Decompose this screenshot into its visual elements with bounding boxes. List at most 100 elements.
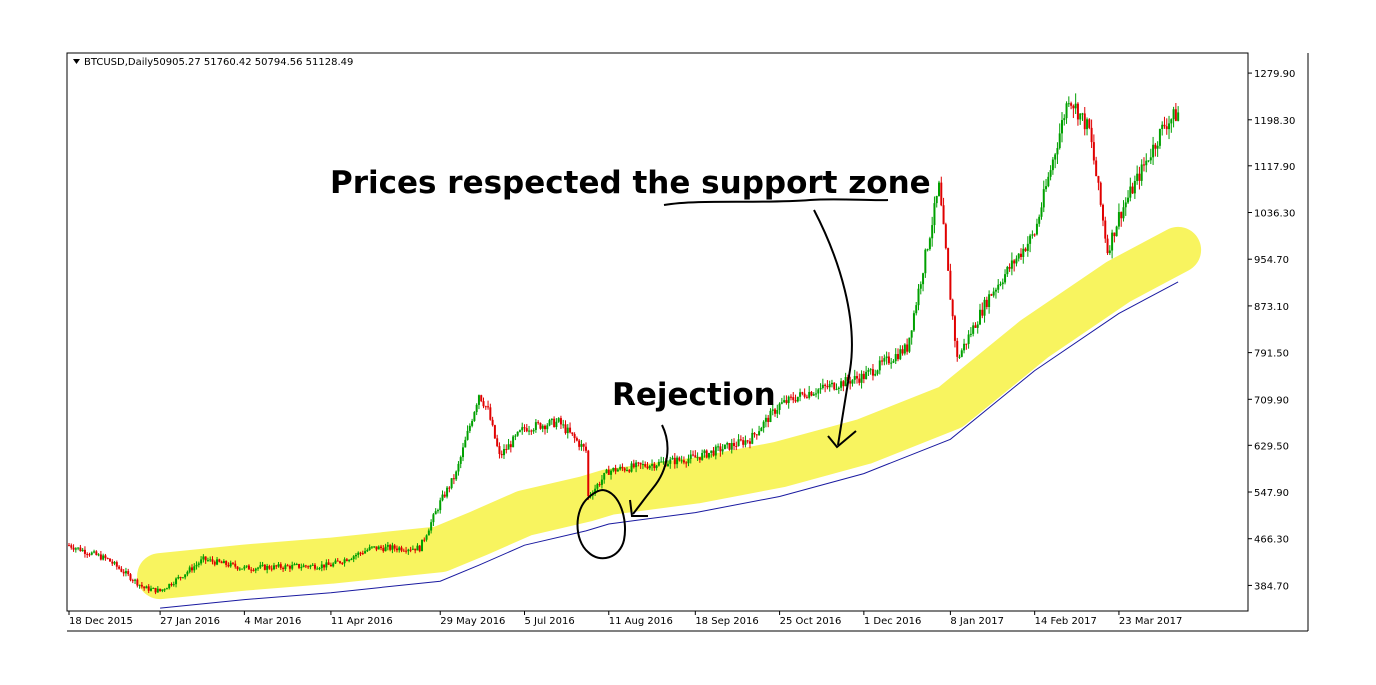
candle-body: [364, 551, 367, 554]
dropdown-triangle-icon[interactable]: [73, 59, 80, 64]
candle-body: [762, 421, 765, 429]
candle-body: [639, 462, 642, 465]
candle-body: [391, 545, 394, 550]
candle-body: [853, 376, 856, 380]
candle-body: [815, 393, 818, 395]
candle-body: [933, 203, 936, 226]
candle-body: [343, 559, 346, 564]
candle-body: [1108, 250, 1111, 254]
candle-body: [573, 434, 576, 439]
candle-body: [382, 548, 385, 552]
candle-body: [300, 567, 303, 569]
candle-body: [320, 564, 323, 569]
candle-body: [767, 417, 770, 423]
candle-body: [539, 423, 542, 429]
candle-body: [286, 565, 289, 567]
candle-body: [557, 418, 560, 422]
candle-body: [938, 182, 941, 196]
candle-body: [68, 545, 70, 547]
candle-body: [578, 440, 581, 447]
candle-body: [685, 462, 688, 464]
candle-body: [143, 586, 146, 589]
x-tick-label: 27 Jan 2016: [160, 616, 220, 627]
candle-body: [651, 464, 654, 466]
candle-body: [824, 384, 827, 387]
candle-body: [826, 386, 829, 388]
candle-body: [161, 589, 164, 592]
candle-body: [152, 587, 155, 589]
candle-body: [949, 270, 952, 300]
candle-body: [780, 402, 783, 404]
y-tick-label: 384.70: [1254, 581, 1289, 592]
candle-body: [965, 343, 968, 345]
candle-body: [958, 356, 961, 358]
candle-body: [974, 325, 977, 328]
candle-body: [794, 400, 797, 402]
candle-body: [222, 561, 225, 564]
candle-body: [603, 472, 606, 480]
candle-body: [332, 563, 335, 567]
y-tick-label: 709.90: [1254, 395, 1289, 406]
candle-body: [596, 484, 599, 489]
candle-body: [339, 561, 342, 563]
candle-body: [186, 571, 189, 575]
candle-body: [1017, 253, 1020, 259]
candle-body: [122, 571, 125, 574]
support-annotation-text: Prices respected the support zone: [330, 165, 931, 201]
candle-body: [1117, 212, 1120, 227]
candle-body: [350, 559, 353, 561]
candle-body: [227, 564, 230, 567]
candle-body: [1006, 266, 1009, 275]
candle-body: [1010, 260, 1013, 269]
candle-body: [414, 548, 417, 551]
candle-body: [976, 324, 979, 328]
candle-body: [910, 330, 913, 338]
candle-body: [496, 438, 499, 447]
candle-body: [475, 404, 478, 413]
candle-body: [380, 546, 383, 549]
candle-body: [425, 535, 428, 540]
candle-body: [523, 427, 526, 429]
candle-body: [282, 567, 285, 570]
candle-body: [493, 425, 496, 439]
candle-body: [129, 574, 132, 581]
candle-body: [541, 425, 544, 429]
candle-body: [118, 566, 121, 569]
candle-body: [600, 479, 603, 485]
candle-body: [1031, 234, 1034, 236]
candle-body: [1111, 232, 1114, 251]
rejection-circle: [576, 489, 626, 560]
candle-body: [926, 249, 929, 251]
candle-body: [983, 299, 986, 316]
candle-body: [108, 558, 111, 562]
candle-body: [610, 470, 613, 475]
candle-body: [1013, 260, 1016, 264]
candle-body: [789, 396, 792, 398]
candle-body: [726, 443, 729, 445]
candle-body: [967, 334, 970, 344]
candle-body: [491, 419, 494, 426]
candle-body: [336, 560, 339, 562]
candle-body: [195, 564, 198, 567]
candle-body: [439, 500, 442, 511]
candle-body: [72, 547, 75, 550]
candle-body: [507, 444, 510, 450]
candle-body: [179, 577, 182, 579]
candle-body: [534, 422, 537, 430]
candle-body: [728, 443, 731, 450]
candle-body: [860, 373, 863, 383]
candle-body: [947, 248, 950, 271]
candle-body: [480, 395, 483, 402]
candle-body: [252, 570, 255, 572]
candle-body: [963, 343, 966, 351]
support-arrowhead: [827, 430, 857, 449]
candle-body: [202, 556, 205, 560]
candle-body: [1035, 223, 1038, 235]
candle-body: [1113, 232, 1116, 237]
candle-body: [329, 564, 332, 567]
candle-body: [1063, 118, 1066, 121]
candle-body: [430, 522, 433, 531]
candle-body: [393, 545, 396, 549]
candle-body: [687, 458, 690, 464]
candle-body: [1133, 180, 1136, 194]
